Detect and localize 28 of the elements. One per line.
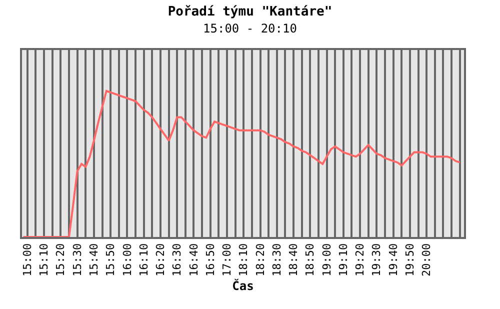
x-tick-label: 19:00 [320, 243, 334, 277]
x-tick-label: 19:40 [386, 243, 400, 277]
x-tick-label: 15:50 [104, 243, 118, 277]
x-tick-label: 18:10 [237, 243, 250, 277]
x-tick-label: 16:50 [204, 243, 217, 277]
x-tick-label: 18:40 [287, 243, 300, 277]
x-tick-label: 19:20 [354, 243, 367, 277]
x-tick-label: 16:20 [154, 243, 168, 277]
x-tick-label: 16:40 [187, 243, 200, 277]
chart-subtitle: 15:00 - 20:10 [203, 21, 297, 36]
x-tick-label: 19:30 [370, 243, 384, 277]
x-tick-label: 18:20 [254, 243, 267, 277]
x-tick-label: 16:10 [137, 243, 150, 277]
x-tick-label: 19:50 [404, 243, 417, 277]
x-tick-label: 15:00 [20, 243, 34, 277]
x-axis-title: Čas [232, 278, 254, 293]
x-tick-label: 18:30 [270, 243, 284, 277]
x-tick-label: 15:20 [54, 243, 68, 277]
x-tick-label: 15:30 [70, 243, 84, 277]
x-tick-label: 18:50 [304, 243, 317, 277]
x-tick-label: 16:00 [120, 243, 134, 277]
x-tick-label: 20:00 [420, 243, 434, 277]
x-tick-label: 15:40 [88, 243, 101, 277]
x-tick-label: 15:10 [38, 243, 51, 277]
x-tick-label: 17:00 [220, 243, 234, 277]
x-tick-label: 19:10 [336, 243, 350, 277]
x-tick-label: 16:30 [170, 243, 184, 277]
chart-title: Pořadí týmu "Kantáre" [168, 4, 332, 20]
